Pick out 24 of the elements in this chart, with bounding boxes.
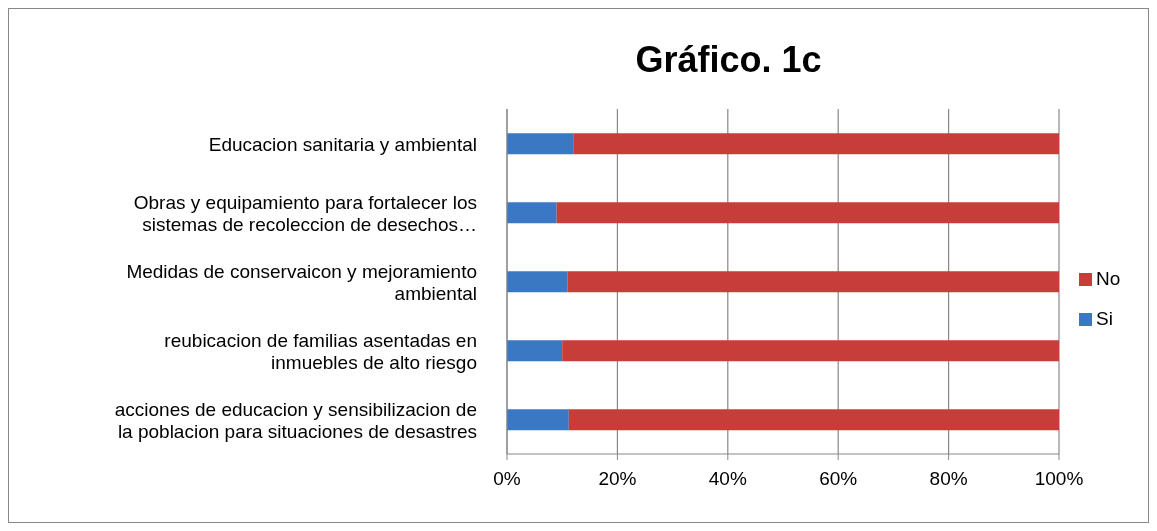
bar [507,340,563,362]
bar [573,133,1059,155]
bar [562,340,1059,362]
chart-title: Gráfico. 1c [634,39,823,82]
bar [568,409,1059,431]
x-tick-label: 0% [493,468,521,490]
legend-label: No [1096,268,1121,289]
x-tick-label: 80% [929,468,968,490]
y-tick-label: Educacion sanitaria y ambiental [208,133,477,154]
y-tick-label: acciones de educacion y sensibilizacion de la poblacion para situaciones de desastres [114,398,477,441]
bar [567,271,1059,293]
y-tick-label: Obras y equipamiento para fortalecer los sistemas de recoleccion de desechos… [133,191,477,234]
bar [507,202,557,224]
x-tick-label: 40% [708,468,747,490]
bar [507,133,574,155]
x-tick-label: 60% [819,468,858,490]
bar [507,271,568,293]
legend-label: Si [1096,308,1113,329]
bar [556,202,1059,224]
x-tick-label: 100% [1034,468,1084,490]
bar [507,409,569,431]
x-tick-label: 20% [598,468,637,490]
y-tick-label: reubicacion de familias asentadas en inmuebles de alto riesgo [164,329,477,372]
y-tick-label: Medidas de conservaicon y mejoramiento ambiental [126,260,477,303]
